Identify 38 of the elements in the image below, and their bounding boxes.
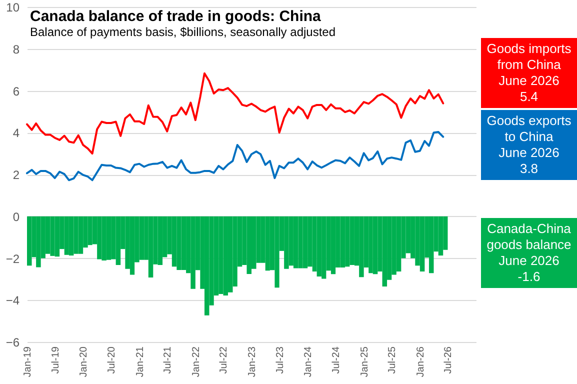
x-tick-label: Jul-23 — [274, 346, 286, 374]
text: June 2026 — [498, 253, 560, 268]
y-tick-label: −6 — [6, 336, 20, 350]
x-tick-label: Jan-21 — [134, 346, 146, 378]
x-tick-label: Jan-20 — [78, 346, 90, 378]
text: 3.8 — [520, 161, 538, 176]
text: -1.6 — [518, 269, 540, 284]
text: Canada-China goods balance — [486, 221, 572, 252]
y-tick-label: 4 — [12, 126, 20, 140]
y-tick-label: 0 — [12, 210, 20, 224]
x-tick-label: Jul-20 — [106, 346, 118, 374]
y-tick-label: −4 — [6, 294, 20, 308]
chart-title: Canada balance of trade in goods: China — [30, 8, 322, 25]
line-series — [26, 72, 444, 155]
y-tick-label: 6 — [12, 84, 20, 98]
text: Goods exports to China — [486, 113, 572, 144]
x-tick-label: Jan-26 — [415, 346, 426, 378]
x-tick-label: Jan-23 — [247, 346, 258, 378]
x-tick-label: Jul-24 — [331, 346, 342, 374]
text: June 2026 — [498, 73, 560, 88]
text: Balance of payments basis, $billions, seasonally adjusted — [30, 25, 336, 39]
line-series — [26, 130, 444, 182]
x-tick-label: Jul-22 — [218, 346, 230, 374]
text: 5.4 — [520, 89, 538, 104]
x-tick-label: Jan-19 — [22, 346, 34, 378]
text: Goods imports from China — [486, 41, 572, 72]
y-tick-label: −2 — [6, 252, 20, 266]
x-tick-label: Jan-25 — [359, 346, 370, 378]
x-tick-label: Jan-24 — [303, 346, 314, 378]
x-tick-label: Jul-19 — [50, 346, 62, 374]
text: June 2026 — [498, 145, 560, 160]
x-tick-label: Jul-26 — [443, 346, 454, 374]
x-tick-label: Jul-21 — [162, 346, 174, 374]
y-tick-label: 2 — [12, 168, 20, 182]
y-tick-label: 10 — [6, 0, 20, 14]
y-tick-label: 8 — [12, 42, 20, 56]
x-tick-label: Jul-25 — [387, 346, 398, 374]
x-tick-label: Jan-22 — [190, 346, 202, 378]
